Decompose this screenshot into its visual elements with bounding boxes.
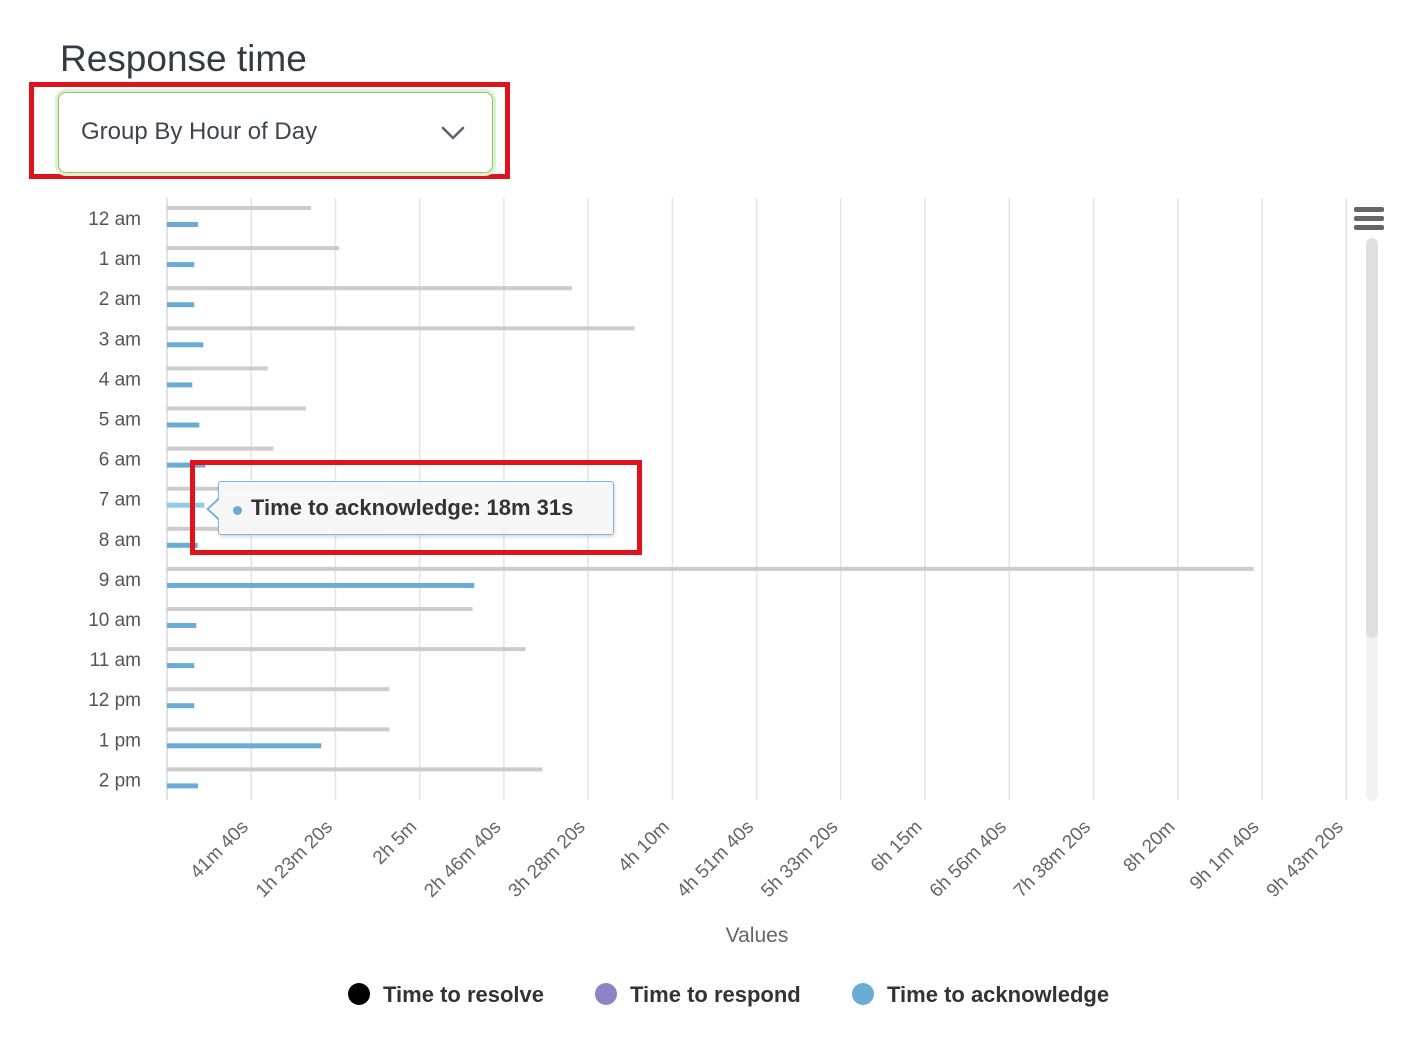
scrollbar-thumb[interactable] bbox=[1366, 238, 1378, 638]
bar-time-to-resolve bbox=[167, 767, 543, 772]
y-category-label: 1 am bbox=[99, 249, 141, 270]
tooltip-highlight-box bbox=[190, 460, 642, 555]
bar-time-to-acknowledge bbox=[167, 663, 195, 669]
page-title: Response time bbox=[60, 38, 307, 79]
bar-time-to-resolve bbox=[167, 286, 572, 291]
y-category-label: 2 pm bbox=[99, 770, 141, 791]
y-category-label: 2 am bbox=[99, 289, 141, 310]
legend-label-acknowledge: Time to acknowledge bbox=[887, 982, 1110, 1007]
bar-time-to-resolve bbox=[167, 727, 390, 732]
tooltip-series-dot bbox=[233, 506, 242, 515]
x-tick-label: 7h 38m 20s bbox=[1010, 817, 1095, 902]
bar-time-to-resolve bbox=[167, 406, 306, 411]
legend-label-resolve: Time to resolve bbox=[383, 982, 544, 1007]
chart-tooltip: Time to acknowledge: 18m 31s bbox=[218, 481, 614, 535]
bar-time-to-resolve bbox=[167, 687, 390, 692]
y-category-label: 5 am bbox=[99, 410, 141, 431]
bar-time-to-resolve bbox=[167, 647, 526, 652]
x-tick-label: 9h 43m 20s bbox=[1263, 817, 1348, 902]
x-tick-label: 41m 40s bbox=[186, 817, 252, 883]
bar-time-to-resolve bbox=[167, 607, 473, 611]
tooltip-text: Time to acknowledge: 18m 31s bbox=[251, 495, 574, 520]
bar-time-to-acknowledge bbox=[167, 262, 195, 268]
tooltip-arrow-fill bbox=[209, 499, 220, 519]
x-tick-label: 6h 15m bbox=[867, 817, 927, 877]
bar-time-to-acknowledge bbox=[167, 462, 206, 468]
bar-time-to-resolve bbox=[167, 206, 312, 210]
x-tick-label: 3h 28m 20s bbox=[505, 817, 590, 902]
bar-time-to-resolve bbox=[167, 446, 274, 451]
x-tick-label: 2h 46m 40s bbox=[420, 817, 505, 902]
y-category-label: 11 am bbox=[90, 650, 141, 671]
y-category-label: 12 pm bbox=[88, 690, 141, 711]
x-tick-label: 8h 20m bbox=[1120, 817, 1180, 877]
chart-menu-icon[interactable] bbox=[1352, 204, 1386, 234]
y-category-label: 3 am bbox=[99, 329, 141, 350]
bar-time-to-acknowledge bbox=[167, 623, 197, 628]
bar-time-to-acknowledge bbox=[167, 502, 205, 508]
legend-dot-respond bbox=[595, 983, 617, 1005]
x-tick-label: 4h 51m 40s bbox=[673, 817, 758, 902]
legend-label-respond: Time to respond bbox=[630, 982, 801, 1007]
bar-time-to-acknowledge bbox=[167, 703, 195, 709]
bar-time-to-acknowledge bbox=[167, 422, 200, 428]
chart-scrollbar[interactable] bbox=[1366, 238, 1378, 801]
group-by-select-value: Group By Hour of Day bbox=[81, 118, 318, 145]
bar-time-to-resolve bbox=[167, 566, 1254, 571]
legend-dot-acknowledge bbox=[852, 983, 874, 1005]
select-highlight-box bbox=[29, 82, 510, 179]
x-tick-label: 1h 23m 20s bbox=[252, 817, 337, 902]
chart-legend: Time to resolve Time to respond Time to … bbox=[0, 978, 1426, 1012]
chevron-down-icon bbox=[440, 120, 466, 151]
x-tick-label: 5h 33m 20s bbox=[757, 817, 842, 902]
bar-time-to-acknowledge bbox=[167, 302, 195, 308]
response-time-chart: 41m 40s 1h 23m 20s 2h 5m 2h 46m 40s 3h 28m 2… bbox=[88, 198, 1348, 902]
legend-dot-resolve bbox=[348, 983, 370, 1005]
bar-time-to-acknowledge bbox=[167, 743, 322, 749]
x-axis-title: Values bbox=[725, 924, 789, 947]
bar-time-to-acknowledge bbox=[167, 542, 198, 548]
y-category-label: 7 am bbox=[99, 490, 141, 511]
y-category-label: 8 am bbox=[99, 530, 141, 551]
bar-time-to-resolve bbox=[167, 326, 635, 331]
x-tick-label: 2h 5m bbox=[369, 817, 421, 869]
group-by-select[interactable]: Group By Hour of Day bbox=[58, 92, 493, 173]
x-tick-label: 4h 10m bbox=[614, 817, 674, 877]
y-category-label: 1 pm bbox=[99, 730, 141, 751]
bar-time-to-acknowledge bbox=[167, 222, 198, 227]
x-tick-label: 9h 1m 40s bbox=[1186, 817, 1264, 895]
bar-time-to-acknowledge bbox=[167, 582, 475, 588]
bar-time-to-resolve bbox=[167, 246, 340, 251]
y-category-label: 12 am bbox=[88, 209, 141, 230]
y-category-label: 10 am bbox=[88, 610, 141, 631]
y-category-label: 9 am bbox=[99, 570, 141, 591]
bar-time-to-acknowledge bbox=[167, 783, 198, 789]
bar-time-to-acknowledge bbox=[167, 342, 204, 348]
y-category-label: 6 am bbox=[99, 450, 141, 471]
y-category-label: 4 am bbox=[99, 369, 141, 390]
bar-time-to-acknowledge bbox=[167, 382, 193, 388]
x-tick-label: 6h 56m 40s bbox=[926, 817, 1011, 902]
bar-time-to-resolve bbox=[167, 366, 268, 371]
